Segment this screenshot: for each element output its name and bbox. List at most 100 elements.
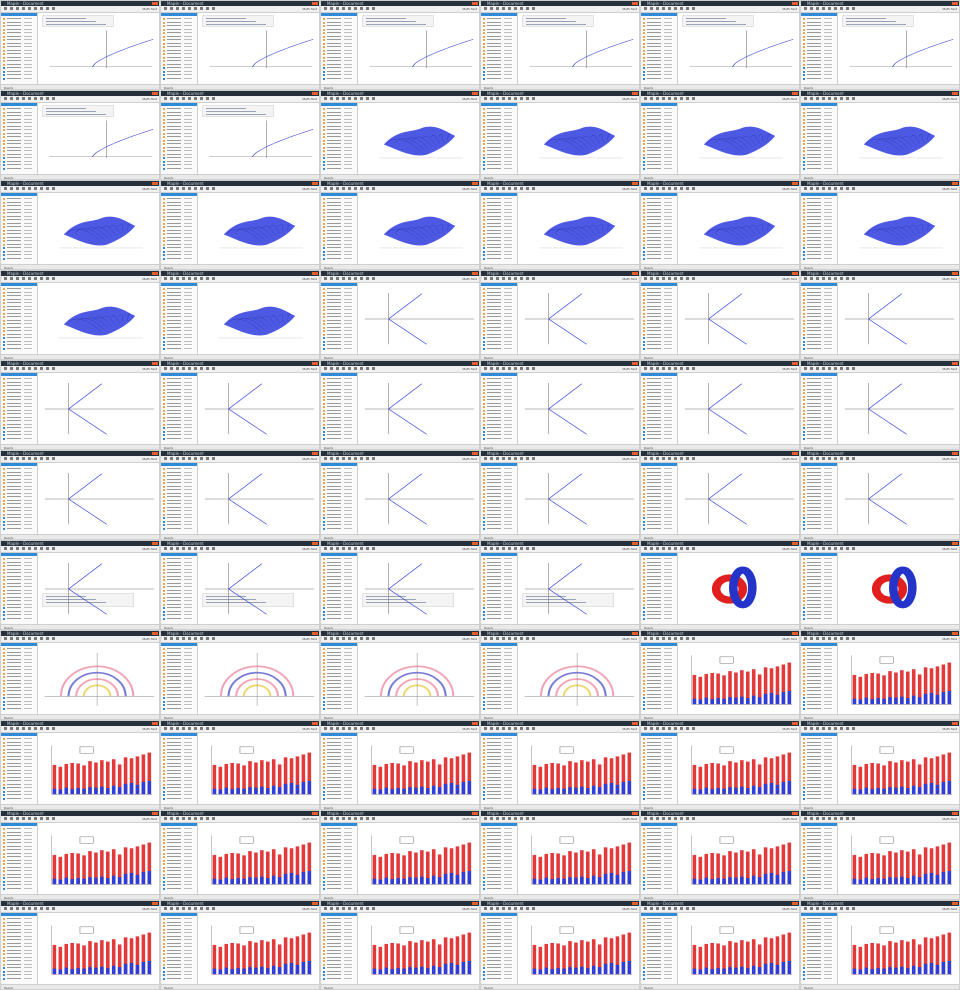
toolbar-icon[interactable]: [34, 97, 37, 100]
toolbar-icon[interactable]: [674, 277, 677, 280]
toolbar-icon[interactable]: [502, 637, 505, 640]
palette-item[interactable]: [803, 693, 833, 696]
palette-item[interactable]: [3, 205, 33, 207]
palette-item[interactable]: [3, 482, 33, 484]
palette-item[interactable]: [803, 607, 833, 609]
palette-item[interactable]: [323, 413, 353, 415]
palette-item[interactable]: [3, 247, 33, 249]
palette-item[interactable]: [3, 46, 33, 48]
palette-item[interactable]: [483, 430, 513, 433]
palette-item[interactable]: [323, 139, 353, 142]
palette-item[interactable]: [803, 236, 833, 239]
toolbar-icon[interactable]: [188, 97, 191, 100]
toolbar-icon[interactable]: [656, 457, 659, 460]
palette-header[interactable]: [1, 193, 37, 196]
palette-item[interactable]: [3, 679, 33, 682]
palette-item[interactable]: [803, 513, 833, 516]
toolbar-icon[interactable]: [46, 547, 49, 550]
toolbar-icon[interactable]: [804, 637, 807, 640]
palette-item[interactable]: [3, 316, 33, 318]
palette-item[interactable]: [483, 153, 513, 156]
toolbar-icon[interactable]: [680, 637, 683, 640]
toolbar-icon[interactable]: [348, 457, 351, 460]
toolbar-icon[interactable]: [176, 7, 179, 10]
palette-item[interactable]: [643, 247, 673, 249]
palette-item[interactable]: [163, 648, 193, 650]
palette-item[interactable]: [323, 198, 353, 200]
toolbar-icon[interactable]: [490, 277, 493, 280]
palette-item[interactable]: [323, 690, 353, 692]
toolbar-icon[interactable]: [816, 277, 819, 280]
toolbar-icon[interactable]: [680, 367, 683, 370]
toolbar-icon[interactable]: [200, 187, 203, 190]
palette-item[interactable]: [483, 482, 513, 484]
toolbar-icon[interactable]: [372, 277, 375, 280]
palette-item[interactable]: [163, 683, 193, 685]
toolbar-icon[interactable]: [816, 7, 819, 10]
palette-item[interactable]: [803, 679, 833, 682]
palette-item[interactable]: [3, 478, 33, 481]
toolbar-icon[interactable]: [674, 7, 677, 10]
palette-item[interactable]: [643, 603, 673, 606]
toolbar-icon[interactable]: [502, 97, 505, 100]
toolbar-icon[interactable]: [10, 367, 13, 370]
toolbar-icon[interactable]: [840, 7, 843, 10]
palette-item[interactable]: [323, 496, 353, 498]
palette-item[interactable]: [483, 302, 513, 304]
toolbar-icon[interactable]: [354, 457, 357, 460]
palette-item[interactable]: [163, 118, 193, 121]
palette-item[interactable]: [803, 70, 833, 73]
toolbar-icon[interactable]: [324, 7, 327, 10]
palette-header[interactable]: [481, 103, 517, 106]
palette-item[interactable]: [163, 485, 193, 488]
palette-item[interactable]: [323, 517, 353, 519]
palette-item[interactable]: [163, 153, 193, 156]
palette-item[interactable]: [643, 305, 673, 308]
toolbar-icon[interactable]: [200, 277, 203, 280]
toolbar-icon[interactable]: [28, 727, 31, 730]
palette-item[interactable]: [803, 485, 833, 488]
palette-item[interactable]: [803, 499, 833, 502]
toolbar-icon[interactable]: [828, 277, 831, 280]
palette-item[interactable]: [483, 704, 513, 706]
palette-item[interactable]: [323, 679, 353, 682]
palette-item[interactable]: [643, 395, 673, 398]
toolbar-icon[interactable]: [520, 457, 523, 460]
palette-item[interactable]: [803, 326, 833, 329]
palette-item[interactable]: [483, 323, 513, 325]
palette-item[interactable]: [3, 475, 33, 477]
palette-item[interactable]: [3, 250, 33, 253]
palette-item[interactable]: [323, 67, 353, 69]
palette-item[interactable]: [3, 18, 33, 20]
palette-item[interactable]: [323, 468, 353, 470]
palette-item[interactable]: [643, 482, 673, 484]
palette-item[interactable]: [3, 233, 33, 235]
palette-item[interactable]: [483, 257, 513, 260]
toolbar-icon[interactable]: [206, 7, 209, 10]
palette-item[interactable]: [323, 222, 353, 225]
palette-item[interactable]: [483, 672, 513, 675]
toolbar-icon[interactable]: [502, 187, 505, 190]
palette-header[interactable]: [801, 373, 837, 376]
palette-item[interactable]: [483, 333, 513, 336]
toolbar-icon[interactable]: [348, 7, 351, 10]
palette-item[interactable]: [643, 420, 673, 422]
palette-item[interactable]: [3, 49, 33, 52]
palette-item[interactable]: [323, 707, 353, 710]
toolbar-icon[interactable]: [804, 97, 807, 100]
toolbar-icon[interactable]: [810, 637, 813, 640]
palette-header[interactable]: [1, 283, 37, 286]
palette-item[interactable]: [163, 115, 193, 117]
toolbar-icon[interactable]: [668, 637, 671, 640]
palette-item[interactable]: [643, 164, 673, 166]
palette-item[interactable]: [323, 683, 353, 685]
palette-header[interactable]: [1, 463, 37, 466]
palette-item[interactable]: [3, 139, 33, 142]
palette-item[interactable]: [643, 35, 673, 38]
toolbar-icon[interactable]: [508, 97, 511, 100]
palette-item[interactable]: [643, 330, 673, 332]
toolbar-icon[interactable]: [668, 547, 671, 550]
palette-item[interactable]: [323, 589, 353, 592]
toolbar-icon[interactable]: [176, 97, 179, 100]
palette-item[interactable]: [163, 610, 193, 613]
